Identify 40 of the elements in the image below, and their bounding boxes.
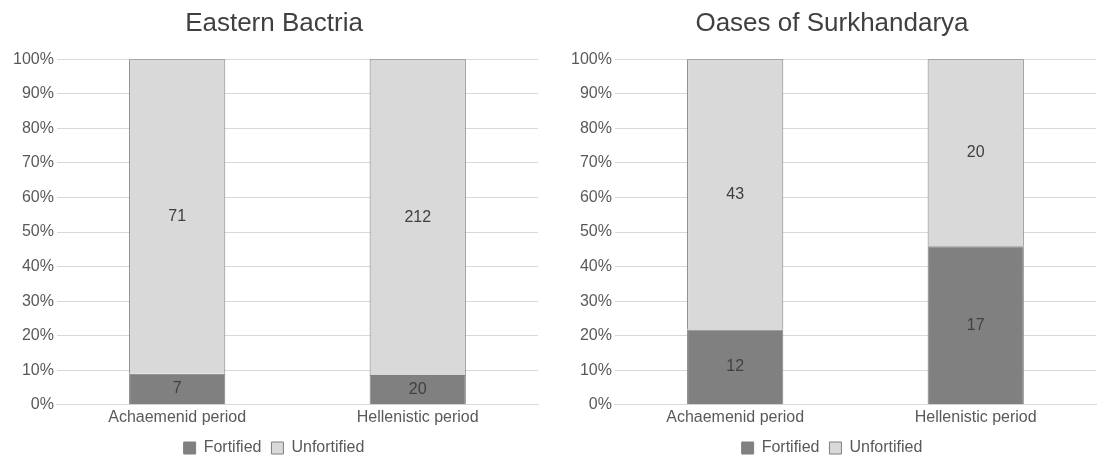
y-tick-label: 100% xyxy=(571,49,612,67)
y-tick-label: 90% xyxy=(579,84,612,102)
y-tick-label: 20% xyxy=(21,326,54,344)
x-tick-label: Hellenistic period xyxy=(914,407,1037,425)
x-tick-label: Achaemenid period xyxy=(666,407,805,425)
y-tick-label: 60% xyxy=(579,187,612,205)
y-tick-label: 90% xyxy=(21,84,54,102)
y-tick-label: 100% xyxy=(13,49,54,67)
y-tick-label: 10% xyxy=(579,360,612,378)
annotation: 20 xyxy=(408,380,427,398)
y-tick-label: 40% xyxy=(579,256,612,274)
legend-label: Fortified xyxy=(761,438,820,456)
x-tick-label: Achaemenid period xyxy=(108,407,247,425)
legend-label: Unfortified xyxy=(291,438,365,456)
chart-title: Eastern Bactria xyxy=(185,6,364,37)
y-tick-label: 40% xyxy=(21,256,54,274)
legend-label: Unfortified xyxy=(849,438,923,456)
y-tick-label: 70% xyxy=(21,153,54,171)
y-tick-label: 80% xyxy=(21,118,54,136)
annotation: 17 xyxy=(966,315,985,333)
y-tick-label: 60% xyxy=(21,187,54,205)
annotation: 71 xyxy=(168,206,187,224)
x-tick-label: Hellenistic period xyxy=(356,407,479,425)
y-tick-label: 0% xyxy=(30,395,54,413)
annotation: 212 xyxy=(404,207,432,225)
y-tick-label: 10% xyxy=(21,360,54,378)
y-tick-label: 0% xyxy=(588,395,612,413)
legend-label: Fortified xyxy=(203,438,262,456)
y-tick-label: 50% xyxy=(579,222,612,240)
y-tick-label: 30% xyxy=(21,291,54,309)
annotation: 7 xyxy=(172,379,182,397)
y-tick-label: 30% xyxy=(579,291,612,309)
annotation: 20 xyxy=(966,143,985,161)
annotation: 12 xyxy=(726,357,745,375)
y-tick-label: 20% xyxy=(579,326,612,344)
chart-title: Oases of Surkhandarya xyxy=(695,6,970,37)
y-tick-label: 50% xyxy=(21,222,54,240)
y-tick-label: 70% xyxy=(579,153,612,171)
annotation: 43 xyxy=(726,184,745,202)
y-tick-label: 80% xyxy=(579,118,612,136)
